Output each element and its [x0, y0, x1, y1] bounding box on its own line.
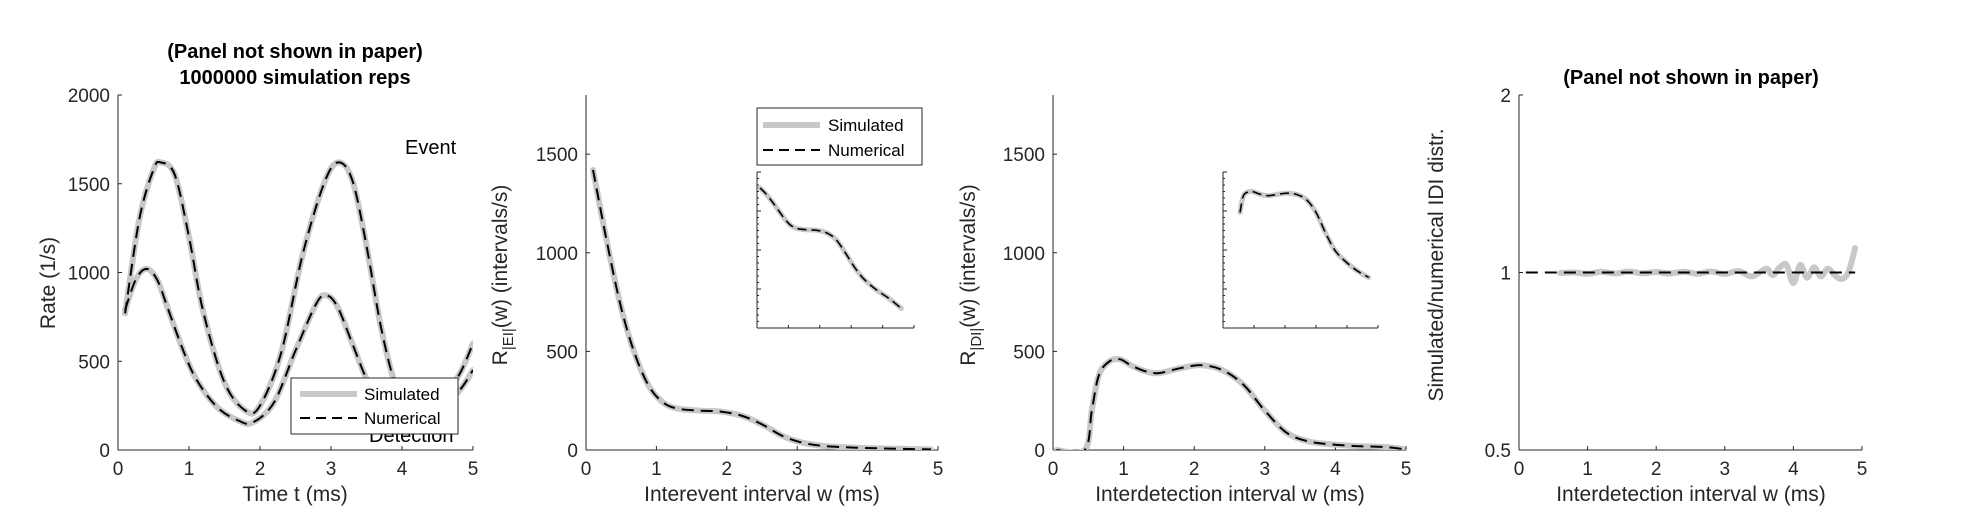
y-tick-label: 0: [1034, 441, 1045, 462]
y-tick-label: 500: [1013, 342, 1045, 363]
x-tick-label: 1: [651, 459, 662, 480]
y-label-sub: |DI|: [968, 328, 985, 351]
y-label-rest: (w) (intervals/s): [957, 184, 980, 328]
y-tick-label: 1000: [536, 244, 578, 265]
y-tick-label: 1500: [1003, 145, 1045, 166]
series-line-numerical: [1056, 357, 1403, 450]
inset-series-line-numerical: [1239, 190, 1370, 279]
x-tick-label: 0: [581, 459, 592, 480]
y-tick-label: 2000: [68, 86, 110, 107]
y-tick-label: 1500: [68, 175, 110, 196]
plot-area: 0 1 2 3 4 5 0 500 1000 1500: [1003, 95, 1412, 480]
y-tick-label: 1000: [68, 264, 110, 285]
y-tick-label: 1: [1500, 264, 1511, 285]
legend-simulated-label: Simulated: [364, 385, 440, 404]
x-tick-label: 1: [1118, 459, 1129, 480]
x-axis-label: Time t (ms): [242, 483, 347, 506]
inset-plot: [1222, 171, 1379, 329]
plot-area: 0 1 2 3 4 5 0 500 1000 1500: [536, 95, 944, 480]
y-tick-label: 2: [1500, 86, 1511, 107]
y-axis-label: Rate (1/s): [37, 237, 60, 329]
x-tick-label: 2: [1651, 459, 1662, 480]
x-tick-label: 4: [397, 459, 408, 480]
x-tick-label: 2: [722, 459, 733, 480]
y-label-base: R: [957, 351, 980, 366]
y-label-rest: (w) (intervals/s): [489, 185, 512, 329]
legend-numerical-label: Numerical: [364, 409, 441, 428]
x-tick-label: 3: [1720, 459, 1731, 480]
y-tick-label: 1000: [1003, 244, 1045, 265]
y-tick-label: 500: [546, 342, 578, 363]
series-line-numerical: [592, 169, 932, 450]
y-tick-label: 0: [567, 441, 578, 462]
plot-area: 0 1 2 3 4 5 0.5 1 2: [1485, 86, 1868, 480]
panel-ratio: (Panel not shown in paper) Interdetectio…: [1425, 67, 1867, 506]
panel-title-line-2: 1000000 simulation reps: [179, 67, 410, 89]
x-tick-label: 1: [184, 459, 195, 480]
annotation-event: Event: [405, 137, 457, 159]
x-axis-label: Interdetection interval w (ms): [1556, 483, 1826, 506]
y-axis-label: R|DI|(w) (intervals/s): [957, 184, 985, 365]
series-line-simulated: [590, 166, 934, 450]
inset-plot: [756, 171, 915, 329]
x-tick-label: 0: [113, 459, 124, 480]
panel-rate: (Panel not shown in paper) 1000000 simul…: [37, 41, 478, 506]
x-tick-label: 5: [1857, 459, 1868, 480]
x-tick-label: 5: [1401, 459, 1412, 480]
panel-interdetection: Interdetection interval w (ms) R|DI|(w) …: [957, 95, 1411, 506]
y-axis-label: R|EI|(w) (intervals/s): [489, 185, 517, 366]
x-tick-label: 0: [1514, 459, 1525, 480]
legend-box: [756, 107, 923, 166]
legend: Simulated Numerical: [290, 377, 459, 435]
series-line-simulated: [1557, 245, 1859, 286]
y-tick-label: 1500: [536, 145, 578, 166]
panel-title-line-1: (Panel not shown in paper): [167, 41, 423, 63]
x-tick-label: 3: [326, 459, 337, 480]
y-tick-label: 0: [99, 441, 110, 462]
legend: Simulated Numerical: [756, 107, 923, 166]
inset-series-line-simulated: [757, 185, 904, 311]
series-line-simulated-event: [122, 158, 473, 417]
y-axis-label: Simulated/numerical IDI distr.: [1425, 128, 1448, 401]
y-label-sub: |EI|: [500, 328, 517, 350]
x-tick-label: 4: [862, 459, 873, 480]
x-tick-label: 2: [255, 459, 266, 480]
x-tick-label: 5: [933, 459, 944, 480]
x-tick-label: 3: [792, 459, 803, 480]
x-tick-label: 1: [1582, 459, 1593, 480]
legend-simulated-label: Simulated: [828, 116, 904, 135]
x-tick-label: 2: [1189, 459, 1200, 480]
x-axis-label: Interevent interval w (ms): [644, 483, 880, 506]
y-tick-label: 0.5: [1485, 441, 1511, 462]
x-tick-label: 3: [1260, 459, 1271, 480]
x-tick-label: 5: [468, 459, 479, 480]
x-tick-label: 4: [1788, 459, 1799, 480]
x-axis-label: Interdetection interval w (ms): [1095, 483, 1365, 506]
x-tick-label: 0: [1048, 459, 1059, 480]
series-line-numerical-event: [124, 160, 473, 415]
legend-numerical-label: Numerical: [828, 141, 905, 160]
x-tick-label: 4: [1330, 459, 1341, 480]
y-label-base: R: [489, 350, 512, 365]
panel-interevent: Interevent interval w (ms) R|EI|(w) (int…: [489, 95, 943, 506]
panel-title: (Panel not shown in paper): [1563, 67, 1819, 89]
y-tick-label: 500: [78, 352, 110, 373]
inset-series-line-numerical: [759, 187, 902, 310]
legend-box: [290, 377, 459, 435]
